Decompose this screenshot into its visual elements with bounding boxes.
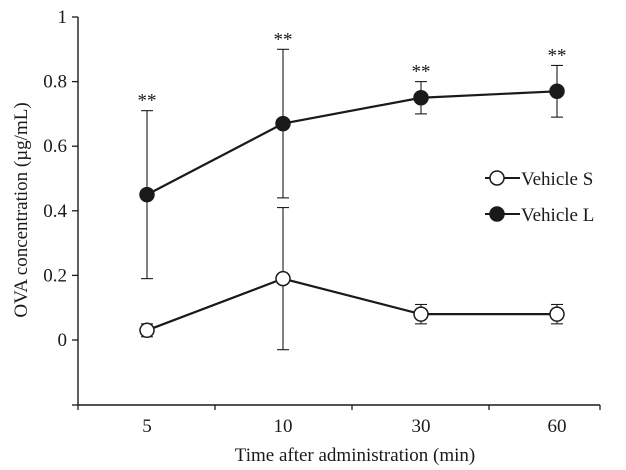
axes <box>72 16 601 410</box>
filled-circle-point <box>549 83 565 100</box>
open-circle-point <box>549 306 565 322</box>
tick-labels: 0 0.2 0.4 0.6 0.8 1 5 10 30 60 <box>43 7 566 437</box>
legend-open-circle-marker <box>489 170 505 186</box>
legend-filled-circle-marker <box>489 206 505 222</box>
filled-circle-point <box>413 90 429 106</box>
series-vehicle-s <box>139 207 565 351</box>
y-tick-label: 0 <box>58 330 68 351</box>
x-axis-label: Time after administration (min) <box>235 445 475 466</box>
y-axis-label: OVA concentration (µg/mL) <box>11 102 32 317</box>
y-tick-label: 0.4 <box>43 201 67 222</box>
series-vehicle-l <box>139 48 565 280</box>
series-line <box>146 90 558 196</box>
x-tick-label: 10 <box>274 416 293 437</box>
y-tick-label: 0.6 <box>43 136 67 157</box>
x-tick-label: 60 <box>548 416 567 437</box>
open-circle-point <box>275 270 291 287</box>
significance-label: ** <box>412 62 431 83</box>
significance-label: ** <box>138 91 157 112</box>
annotation-layer: ** ** ** ** <box>138 29 567 111</box>
y-tick-label: 0.2 <box>43 265 67 286</box>
filled-circle-point <box>275 115 291 132</box>
legend-label: Vehicle S <box>521 169 593 190</box>
legend-label: Vehicle L <box>521 205 594 226</box>
series-layer <box>139 48 565 351</box>
legend: Vehicle S Vehicle L <box>485 169 594 226</box>
significance-label: ** <box>548 45 567 66</box>
open-circle-point <box>413 306 429 322</box>
significance-label: ** <box>274 29 293 50</box>
x-tick-label: 30 <box>412 416 431 437</box>
filled-circle-point <box>139 186 155 203</box>
y-tick-label: 1 <box>58 7 68 28</box>
series-line <box>146 277 557 332</box>
open-circle-point <box>139 322 155 339</box>
y-tick-label: 0.8 <box>43 72 67 93</box>
x-tick-label: 5 <box>142 416 152 437</box>
